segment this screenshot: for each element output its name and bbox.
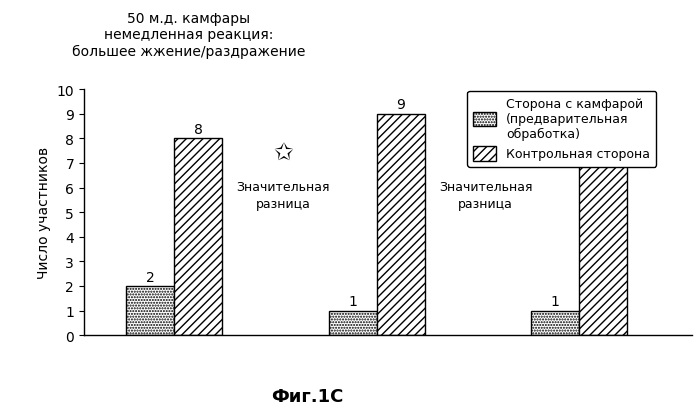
Legend: Сторона с камфарой
(предварительная
обработка), Контрольная сторона: Сторона с камфарой (предварительная обра… [467,91,656,167]
Text: 50 м.д. камфары
немедленная реакция:
большее жжение/раздражение: 50 м.д. камфары немедленная реакция: бол… [72,12,305,58]
Bar [126,286,174,335]
Text: Значительная
разница: Значительная разница [236,180,330,211]
Bar [531,311,579,335]
Text: 1: 1 [551,294,560,308]
Text: ✩: ✩ [476,142,496,166]
Text: 9: 9 [599,98,608,112]
Bar [377,115,425,335]
Text: 1: 1 [348,294,357,308]
Text: 9: 9 [396,98,405,112]
Text: Значительная
разница: Значительная разница [439,180,533,211]
Text: 2: 2 [145,270,154,284]
Text: ✩: ✩ [273,142,293,166]
Text: Фиг.1С: Фиг.1С [271,387,344,405]
Bar [329,311,377,335]
Y-axis label: Число участников: Число участников [37,147,51,279]
Bar [174,139,222,335]
Text: 8: 8 [194,123,203,137]
Bar [579,115,628,335]
